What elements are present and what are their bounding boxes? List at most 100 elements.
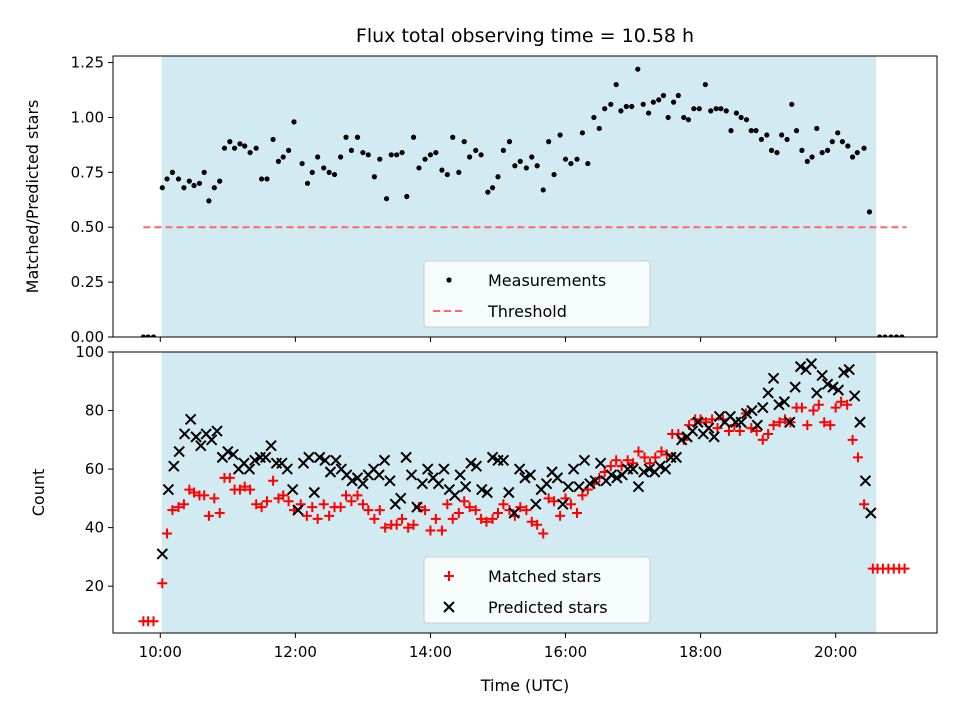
- predicted-stars-point: [292, 504, 304, 516]
- measurements-point: [422, 156, 428, 162]
- measurements-point: [264, 176, 270, 182]
- measurements-point: [685, 117, 692, 123]
- measurements-point: [665, 114, 671, 121]
- matched-stars-point: [628, 458, 639, 469]
- predicted-stars-point: [794, 360, 807, 373]
- measurements-point: [646, 110, 652, 116]
- measurements-point: [681, 114, 687, 121]
- y-tick-label: 1.00: [71, 108, 104, 126]
- matched-stars-point: [481, 516, 492, 527]
- measurements-point: [140, 334, 146, 337]
- predicted-stars-point: [562, 480, 574, 493]
- measurements-point: [546, 139, 552, 145]
- y-tick-label: 40: [85, 519, 104, 537]
- predicted-stars-point: [319, 454, 331, 467]
- measurements-point: [623, 103, 629, 110]
- matched-stars-point: [251, 499, 262, 510]
- measurements-point: [394, 152, 400, 158]
- matched-stars-point: [459, 496, 470, 507]
- predicted-stars-point: [373, 469, 385, 481]
- predicted-stars-point: [211, 425, 223, 437]
- predicted-stars-point: [476, 483, 488, 496]
- matched-stars-point: [447, 513, 458, 524]
- measurements-point: [723, 108, 729, 114]
- predicted-stars-point: [303, 451, 315, 464]
- matched-stars-point: [162, 528, 173, 539]
- measurements-point: [404, 193, 410, 200]
- measurements-point: [696, 106, 702, 112]
- matched-stars-point: [256, 502, 267, 513]
- y-tick-label: 0.75: [71, 163, 104, 181]
- measurements-point: [551, 171, 557, 178]
- predicted-stars-point: [757, 401, 769, 414]
- measurements-point: [181, 185, 187, 191]
- predicted-stars-point: [384, 475, 396, 487]
- matched-stars-point: [239, 481, 250, 492]
- matched-stars-point: [397, 513, 408, 524]
- matched-stars-point: [363, 505, 374, 516]
- legend-matched-stars-swatch: [444, 571, 454, 581]
- predicted-stars-point: [751, 419, 764, 431]
- matched-stars-point: [209, 493, 220, 504]
- measurements-point: [512, 163, 518, 169]
- predicted-stars-point: [573, 480, 585, 493]
- matched-stars-point: [199, 490, 210, 501]
- matched-stars-point: [521, 505, 532, 516]
- legend-matched-stars-label: Matched stars: [488, 567, 601, 586]
- measurements-point: [866, 209, 873, 215]
- measurements-point: [280, 154, 286, 160]
- measurements-point: [427, 152, 434, 158]
- x-tick-label: 14:00: [409, 643, 452, 661]
- predicted-stars-point: [659, 463, 672, 475]
- measurements-point: [360, 149, 366, 156]
- matched-stars-point: [245, 484, 256, 495]
- x-tick-label: 10:00: [139, 643, 182, 661]
- matched-stars-point: [768, 420, 779, 431]
- measurements-point: [718, 106, 724, 112]
- measurements-point: [164, 176, 170, 182]
- predicted-stars-point: [168, 460, 180, 472]
- measurements-point: [656, 97, 662, 103]
- measurements-point: [439, 167, 445, 173]
- predicted-stars-point: [832, 384, 845, 396]
- predicted-stars-point: [481, 486, 493, 499]
- measurements-point: [331, 171, 338, 178]
- matched-stars-point: [763, 428, 774, 439]
- matched-stars-point: [346, 496, 357, 507]
- predicted-stars-point: [746, 404, 758, 417]
- measurements-point: [849, 154, 856, 160]
- matched-stars-point: [324, 510, 335, 521]
- matched-stars-point: [899, 563, 910, 574]
- matched-stars-point: [780, 414, 791, 425]
- predicted-stars-point: [162, 483, 175, 496]
- predicted-stars-point: [405, 469, 418, 481]
- measurements-point: [764, 132, 770, 138]
- legend-threshold-label: Threshold: [487, 302, 567, 321]
- predicted-stars-point: [524, 469, 537, 481]
- matched-stars-point: [656, 446, 667, 457]
- measurements-point: [635, 66, 641, 72]
- predicted-stars-point: [708, 431, 720, 443]
- matched-stars-point: [852, 452, 863, 463]
- matched-stars-point: [572, 507, 583, 518]
- measurements-point: [845, 143, 851, 149]
- predicted-stars-point: [173, 445, 185, 458]
- predicted-stars-point: [324, 466, 337, 478]
- predicted-stars-point: [222, 445, 234, 458]
- measurements-point: [237, 141, 243, 147]
- measurements-point: [733, 110, 740, 116]
- predicted-stars-point: [227, 448, 239, 461]
- predicted-stars-point: [692, 416, 704, 428]
- predicted-stars-point: [605, 469, 618, 481]
- predicted-stars-point: [767, 372, 780, 385]
- measurements-point: [304, 180, 311, 186]
- measurements-point: [145, 334, 151, 337]
- measurements-point: [315, 154, 321, 160]
- measurements-point: [159, 185, 165, 191]
- measurements-point: [150, 334, 157, 337]
- measurements-point: [591, 114, 597, 121]
- measurements-point: [738, 114, 744, 121]
- predicted-stars-point: [178, 428, 191, 440]
- predicted-stars-point: [589, 475, 601, 487]
- axes-frame: [112, 55, 938, 338]
